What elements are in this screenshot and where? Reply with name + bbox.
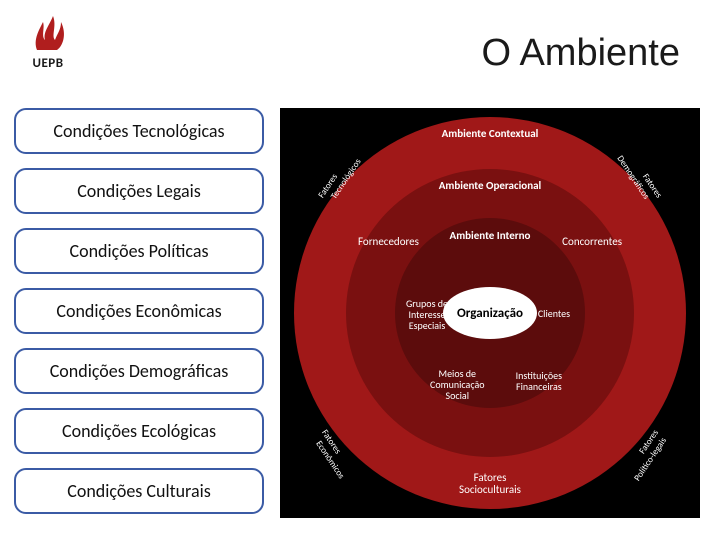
label-interno: Ambiente Interno [450, 230, 531, 242]
condition-item: Condições Tecnológicas [14, 108, 264, 154]
flame-icon [27, 10, 69, 54]
condition-item: Condições Políticas [14, 228, 264, 274]
condition-item: Condições Legais [14, 168, 264, 214]
label-contextual: Ambiente Contextual [442, 128, 539, 140]
core-label: Organização [443, 287, 537, 339]
label-socioculturais: Fatores Socioculturais [459, 472, 521, 496]
condition-item: Condições Demográficas [14, 348, 264, 394]
condition-item: Condições Ecológicas [14, 408, 264, 454]
page-title: O Ambiente [481, 32, 680, 75]
label-operacional: Ambiente Operacional [439, 180, 542, 192]
label-grupos: Grupos de Interesse Especiais [406, 298, 448, 331]
label-meios: Meios de Comunicação Social [430, 368, 485, 401]
uepb-logo: UEPB [18, 10, 78, 71]
label-clientes: Clientes [538, 308, 570, 319]
environment-diagram: Organização Ambiente Contextual Ambiente… [280, 108, 700, 518]
label-concorrentes: Concorrentes [562, 236, 622, 248]
label-fornecedores: Fornecedores [358, 236, 419, 248]
logo-text: UEPB [18, 56, 78, 71]
label-instituicoes: Instituições Financeiras [516, 370, 562, 392]
conditions-list: Condições Tecnológicas Condições Legais … [14, 108, 264, 514]
condition-item: Condições Culturais [14, 468, 264, 514]
condition-item: Condições Econômicas [14, 288, 264, 334]
